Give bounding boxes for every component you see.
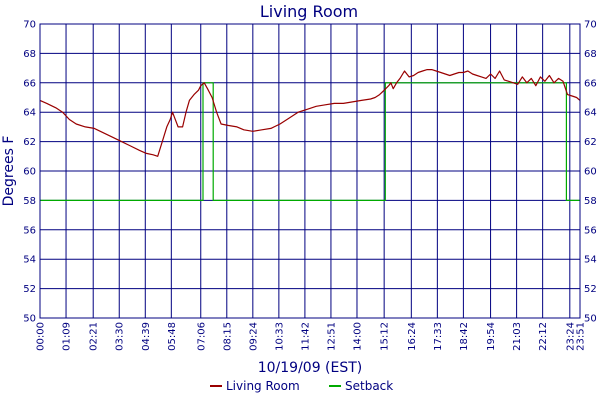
- x-tick-label: 02:21: [89, 322, 100, 351]
- y-tick-label: 62: [23, 137, 36, 148]
- x-axis-ticks: 00:00 01:09 02:21 03:30 04:39 05:48 07:06 08:15…: [36, 322, 587, 351]
- legend: Living Room Setback: [210, 379, 393, 393]
- y-tick-label-right: 54: [584, 255, 597, 266]
- y-tick-label: 66: [23, 78, 36, 89]
- y-tick-label: 58: [23, 196, 36, 207]
- y-tick-label: 50: [23, 314, 36, 325]
- x-tick-label: 23:51: [576, 322, 587, 351]
- x-tick-label: 00:00: [36, 322, 47, 351]
- x-tick-label: 17:33: [433, 322, 444, 351]
- x-tick-label: 09:24: [248, 322, 259, 351]
- x-tick-label: 16:24: [407, 322, 418, 351]
- x-tick-label: 14:00: [352, 322, 363, 351]
- x-tick-label: 12:51: [326, 322, 337, 351]
- x-tick-label: 11:42: [300, 322, 311, 351]
- x-tick-label: 03:30: [115, 322, 126, 351]
- y-tick-label: 64: [23, 108, 36, 119]
- y-tick-label-right: 62: [584, 137, 597, 148]
- x-tick-label: 08:15: [222, 322, 233, 351]
- y-tick-label: 56: [23, 225, 36, 236]
- x-tick-label: 01:09: [62, 322, 73, 351]
- x-axis-label: 10/19/09 (EST): [258, 360, 363, 376]
- y-axis-left-ticks: 50 52 54 56 58 60 62 64 66 68 70: [23, 20, 36, 325]
- y-tick-label: 52: [23, 284, 36, 295]
- y-tick-label: 70: [23, 20, 36, 31]
- x-tick-label: 21:03: [512, 322, 523, 351]
- y-tick-label-right: 70: [584, 20, 597, 31]
- y-tick-label: 68: [23, 49, 36, 60]
- x-tick-label: 05:48: [167, 322, 178, 351]
- y-tick-label: 60: [23, 167, 36, 178]
- y-tick-label-right: 64: [584, 108, 597, 119]
- legend-label: Living Room: [226, 379, 300, 393]
- x-tick-label: 10:33: [274, 322, 285, 351]
- x-tick-label: 07:06: [196, 322, 207, 351]
- x-tick-label: 19:54: [486, 322, 497, 351]
- x-tick-label: 15:12: [380, 322, 391, 351]
- y-axis-label: Degrees F: [1, 136, 17, 207]
- y-tick-label-right: 58: [584, 196, 597, 207]
- x-tick-label: 18:42: [459, 322, 470, 351]
- y-tick-label: 54: [23, 255, 36, 266]
- y-tick-label-right: 66: [584, 78, 597, 89]
- y-tick-label-right: 60: [584, 167, 597, 178]
- x-tick-label: 04:39: [141, 322, 152, 351]
- x-tick-label: 22:12: [538, 322, 549, 351]
- legend-label: Setback: [345, 379, 393, 393]
- chart-title: Living Room: [260, 2, 358, 21]
- y-tick-label-right: 56: [584, 225, 597, 236]
- y-tick-label-right: 68: [584, 49, 597, 60]
- y-tick-label-right: 52: [584, 284, 597, 295]
